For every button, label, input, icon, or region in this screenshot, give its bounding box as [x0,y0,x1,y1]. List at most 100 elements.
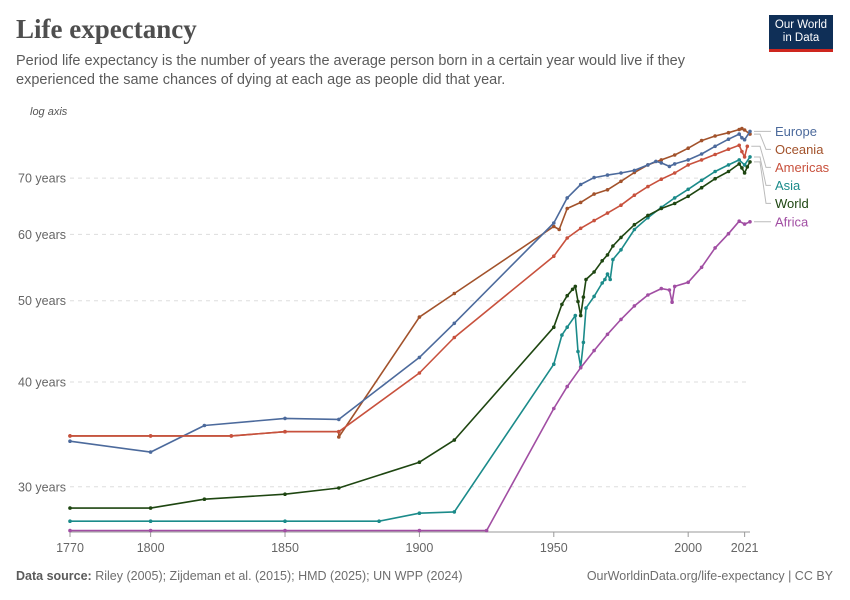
data-point-world [337,486,341,490]
series-label-asia: Asia [775,178,801,193]
data-point-oceania [672,153,677,157]
data-point-americas [726,147,731,151]
data-point-africa [686,280,690,285]
data-point-europe [619,171,623,175]
data-point-oceania [619,179,623,184]
x-tick-label: 1950 [540,541,568,555]
data-point-europe [740,136,744,140]
data-point-americas [713,152,717,157]
data-point-africa [742,222,747,226]
data-point-world [726,169,731,174]
data-point-europe [699,152,704,156]
data-point-asia [742,163,747,167]
data-point-africa [68,528,72,533]
data-point-asia [726,163,731,167]
data-point-world [576,299,580,304]
data-point-africa [646,293,650,297]
data-point-americas [632,193,637,197]
data-point-europe [417,355,422,360]
x-tick-label: 1850 [271,541,299,555]
data-point-asia [737,158,741,162]
data-point-world [699,185,704,190]
series-line-americas [70,144,749,437]
data-point-europe [148,450,153,454]
data-point-europe [659,161,664,165]
series-line-asia [70,156,751,522]
data-point-world [742,171,747,175]
footer-source: Data source: Riley (2005); Zijdeman et a… [16,569,463,583]
data-point-world [68,506,72,510]
source-label: Data source: [16,569,92,583]
data-point-asia [560,333,564,337]
data-point-americas [740,149,744,154]
data-point-africa [283,528,287,533]
data-point-world [646,213,650,218]
data-point-americas [745,144,750,149]
data-point-americas [68,434,72,438]
data-point-americas [737,143,741,148]
data-point-asia [748,155,752,159]
data-point-asia [68,519,72,523]
data-point-world [570,287,575,292]
data-point-world [605,253,610,257]
data-point-world [452,438,457,442]
data-point-oceania [605,188,610,192]
log-axis-note: log axis [30,106,68,118]
label-leader-line [751,145,771,168]
data-point-africa [565,384,569,389]
data-point-africa [592,348,596,353]
data-point-world [686,194,690,199]
axes: 30 years 40 years 50 years 60 years 70 years… [18,172,759,555]
data-point-africa [699,265,704,270]
y-tick-label: 70 years [18,172,66,186]
data-point-americas [605,211,610,215]
data-point-europe [565,196,569,200]
data-point-americas [592,218,596,223]
label-leader-line [754,156,771,186]
chart-subtitle: Period life expectancy is the number of … [16,53,685,88]
data-point-africa [484,528,489,533]
data-point-asia [584,306,588,310]
data-point-americas [283,429,287,434]
label-leader-line [754,161,771,204]
logo-line-2: in Data [782,31,820,44]
logo-line-1: Our World [774,19,828,31]
data-point-oceania [713,134,717,138]
data-point-world [581,295,586,299]
series-label-world: World [775,196,809,211]
data-point-europe [654,159,658,164]
data-point-americas [565,236,569,240]
data-point-asia [605,272,610,276]
data-point-africa [672,284,677,289]
data-point-oceania [552,224,556,229]
data-point-africa [148,528,153,533]
x-tick-label: 1900 [406,541,434,555]
x-tick-label: 1770 [56,541,84,555]
y-tick-label: 40 years [18,376,66,390]
data-point-europe [632,168,637,173]
data-point-asia [148,519,153,523]
series-line-oceania [70,127,751,438]
series-line-europe [69,130,751,453]
data-point-world [148,506,153,510]
x-tick-label: 2000 [674,541,702,555]
data-point-world [619,235,623,240]
owid-logo[interactable]: Our World in Data [769,15,833,52]
grid-lines [70,177,750,488]
data-point-world [600,259,604,263]
data-point-americas [552,254,556,258]
data-point-asia [600,281,604,285]
data-point-asia [565,325,569,330]
data-point-europe [713,144,717,149]
data-point-asia [608,277,612,282]
data-point-europe [202,423,207,428]
data-point-africa [578,365,583,370]
data-point-world [584,277,588,282]
data-point-europe [605,173,610,177]
data-point-asia [713,169,717,174]
data-point-africa [552,406,556,411]
data-point-asia [377,519,381,523]
footer-link[interactable]: OurWorldinData.org/life-expectancy | CC … [586,569,833,583]
data-point-world [592,270,596,274]
data-point-americas [646,184,650,189]
